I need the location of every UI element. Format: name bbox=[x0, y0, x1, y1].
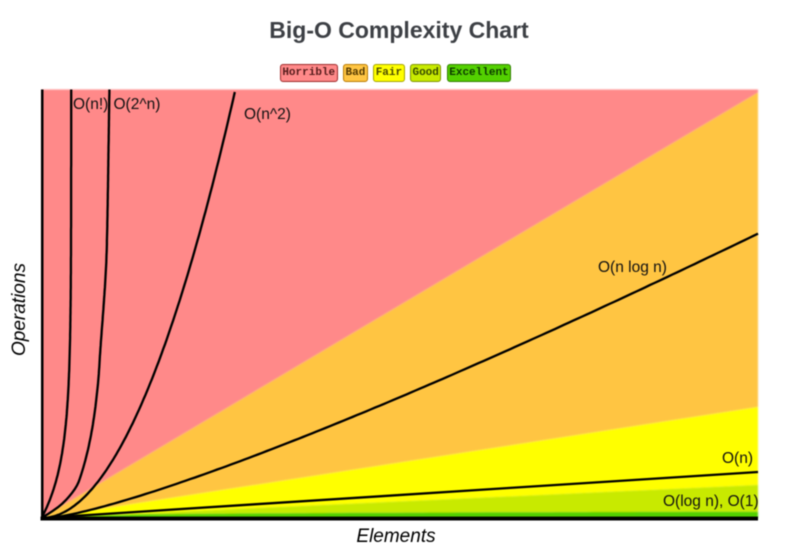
svg-text:O(n log n): O(n log n) bbox=[598, 259, 667, 276]
svg-text:O(2^n): O(2^n) bbox=[114, 96, 161, 113]
svg-text:O(n): O(n) bbox=[722, 450, 753, 467]
svg-text:O(n!): O(n!) bbox=[73, 96, 108, 113]
svg-text:O(n^2): O(n^2) bbox=[244, 106, 291, 123]
svg-text:O(log n), O(1): O(log n), O(1) bbox=[663, 493, 759, 510]
